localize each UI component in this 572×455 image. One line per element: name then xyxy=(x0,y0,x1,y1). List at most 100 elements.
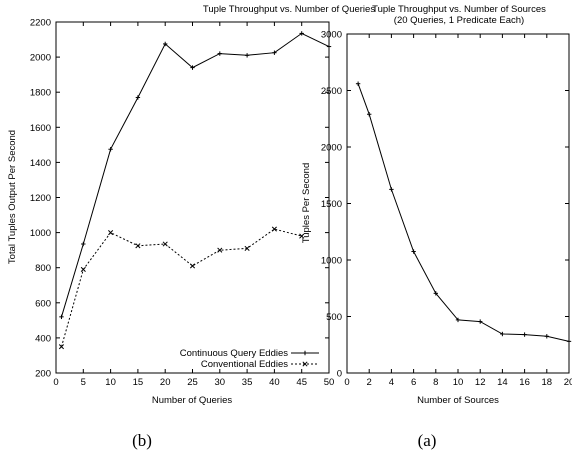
chart-title: Tuple Throughput vs. Number of Queries xyxy=(203,4,375,15)
x-tick-label: 16 xyxy=(519,377,530,388)
data-point-conventional-eddies xyxy=(299,233,305,239)
x-tick-label: 45 xyxy=(296,377,307,388)
x-tick-label: 2 xyxy=(367,377,372,388)
data-point-conventional-eddies xyxy=(58,344,65,350)
data-point-continuous-query-eddies xyxy=(272,50,277,55)
x-tick-label: 14 xyxy=(497,377,508,388)
chart-title: Tuple Throughput vs. Number of Sources xyxy=(372,4,546,15)
y-tick-label: 1800 xyxy=(30,88,51,99)
marker-stroke xyxy=(271,226,277,232)
caption-left: (b) xyxy=(132,431,152,450)
x-tick-label: 0 xyxy=(344,377,349,388)
data-point-series xyxy=(367,112,372,117)
y-tick-label: 400 xyxy=(35,333,51,344)
y-tick-label: 1500 xyxy=(321,199,342,210)
y-ticks: 0 500 1000 1500 2000 2500 3000 xyxy=(321,30,569,380)
data-point-conventional-eddies xyxy=(271,226,277,232)
data-point-conventional-eddies xyxy=(162,241,168,247)
x-tick-label: 15 xyxy=(133,377,144,388)
x-tick-label: 8 xyxy=(433,377,438,388)
x-ticks: 0 2 4 6 8 10 12 14 16 18 20 xyxy=(344,34,572,388)
marker-stroke xyxy=(217,247,223,253)
legend-label-continuous-query-eddies: Continuous Query Eddies xyxy=(180,348,289,359)
marker-stroke xyxy=(108,230,114,236)
data-point-series xyxy=(455,317,461,323)
marker-stroke xyxy=(162,241,168,247)
data-point-continuous-query-eddies xyxy=(108,147,113,152)
marker-stroke xyxy=(80,266,86,273)
legend: Continuous Query Eddies Conventional Edd… xyxy=(180,348,319,370)
legend-label-conventional-eddies: Conventional Eddies xyxy=(201,359,288,370)
data-point-continuous-query-eddies xyxy=(163,41,168,47)
x-tick-label: 40 xyxy=(269,377,280,388)
marker-stroke xyxy=(189,263,196,269)
x-tick-label: 20 xyxy=(160,377,171,388)
data-point-continuous-query-eddies xyxy=(81,241,86,247)
y-tick-label: 2200 xyxy=(30,18,51,29)
data-point-conventional-eddies xyxy=(80,266,86,273)
chart-subtitle: (20 Queries, 1 Predicate Each) xyxy=(394,15,524,26)
data-point-continuous-query-eddies xyxy=(299,31,304,36)
x-ticks: 0 5 10 15 20 25 30 35 40 45 50 xyxy=(53,22,334,388)
x-tick-label: 12 xyxy=(475,377,486,388)
x-tick-label: 6 xyxy=(411,377,416,388)
y-tick-label: 500 xyxy=(326,312,342,323)
chart-throughput-vs-sources: Tuple Throughput vs. Number of Sources (… xyxy=(301,4,572,406)
data-point-series xyxy=(389,187,394,192)
y-tick-label: 1000 xyxy=(321,256,342,267)
x-tick-label: 25 xyxy=(187,377,198,388)
x-tick-label: 10 xyxy=(105,377,116,388)
y-tick-label: 1200 xyxy=(30,193,51,204)
y-tick-label: 0 xyxy=(337,369,342,380)
data-point-continuous-query-eddies xyxy=(135,95,141,100)
y-tick-label: 200 xyxy=(35,369,51,380)
x-axis-label: Number of Sources xyxy=(417,395,499,406)
data-point-series xyxy=(544,334,549,339)
data-point-conventional-eddies xyxy=(217,247,223,253)
data-point-conventional-eddies xyxy=(108,230,114,236)
x-tick-label: 30 xyxy=(215,377,226,388)
x-tick-label: 35 xyxy=(242,377,253,388)
series-layer xyxy=(58,31,332,350)
x-tick-label: 50 xyxy=(324,377,335,388)
marker-stroke xyxy=(244,245,250,251)
data-point-series xyxy=(522,332,527,337)
data-point-continuous-query-eddies xyxy=(244,53,250,58)
data-point-conventional-eddies xyxy=(135,243,141,249)
marker-stroke xyxy=(135,243,141,249)
x-tick-label: 20 xyxy=(564,377,572,388)
caption-right: (a) xyxy=(418,431,437,450)
legend-marker-conventional-eddies xyxy=(302,361,308,367)
y-tick-label: 1400 xyxy=(30,158,51,169)
x-tick-label: 5 xyxy=(81,377,86,388)
data-point-continuous-query-eddies xyxy=(326,44,332,49)
legend-marker-continuous-query-eddies xyxy=(302,350,308,356)
y-tick-label: 800 xyxy=(35,263,51,274)
marker-stroke xyxy=(299,233,305,239)
x-tick-label: 10 xyxy=(453,377,464,388)
y-ticks: 200 400 600 800 1000 1200 1400 1600 1800 2000 2200 xyxy=(30,18,329,380)
y-tick-label: 1600 xyxy=(30,123,51,134)
data-point-continuous-query-eddies xyxy=(59,314,64,320)
y-tick-label: 600 xyxy=(35,298,51,309)
series-line-conventional-eddies xyxy=(61,228,302,347)
series-layer xyxy=(355,81,572,344)
y-tick-label: 2000 xyxy=(321,143,342,154)
y-tick-label: 3000 xyxy=(321,30,342,41)
chart-throughput-vs-queries: Tuple Throughput vs. Number of Queries N… xyxy=(7,4,375,406)
marker-stroke xyxy=(302,361,308,367)
x-tick-label: 0 xyxy=(53,377,58,388)
y-axis-label: Tuples Per Second xyxy=(301,163,312,243)
series-line-continuous-query-eddies xyxy=(61,32,330,317)
y-axis-label: Total Tuples Output Per Second xyxy=(7,130,18,264)
y-tick-label: 2500 xyxy=(321,86,342,97)
data-point-series xyxy=(566,339,572,344)
y-tick-label: 1000 xyxy=(30,228,51,239)
plot-frame xyxy=(346,33,570,374)
y-tick-label: 2000 xyxy=(30,53,51,64)
data-point-series xyxy=(355,81,361,86)
marker-stroke xyxy=(58,344,65,350)
x-axis-label: Number of Queries xyxy=(152,395,233,406)
data-point-conventional-eddies xyxy=(189,263,196,269)
x-tick-label: 18 xyxy=(542,377,553,388)
